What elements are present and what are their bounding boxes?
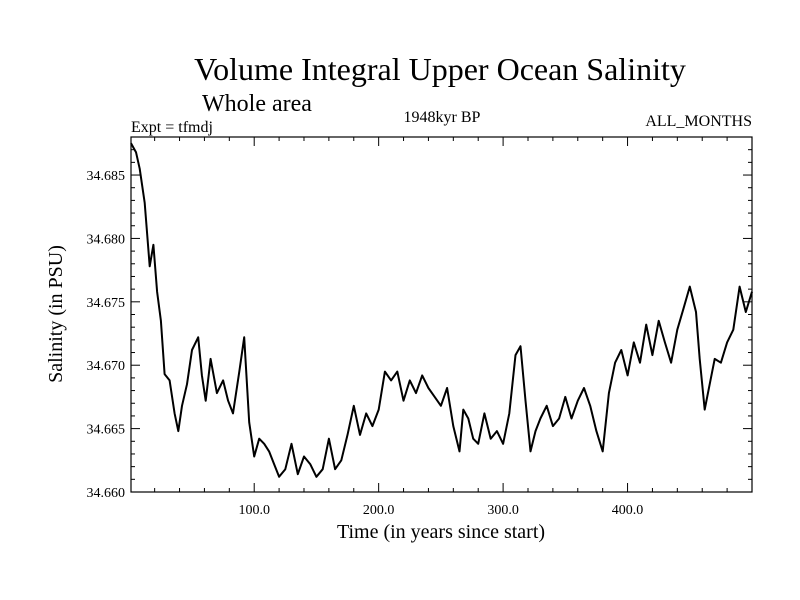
plot-frame xyxy=(130,136,753,493)
y-tick-label: 34.670 xyxy=(87,359,126,374)
y-axis-label: Salinity (in PSU) xyxy=(45,245,67,383)
y-tick-label: 34.660 xyxy=(87,486,126,501)
y-tick-label: 34.685 xyxy=(87,169,126,184)
x-tick-label: 100.0 xyxy=(238,503,270,518)
x-tick-label: 200.0 xyxy=(363,503,395,518)
y-tick-label: 34.680 xyxy=(87,232,126,247)
x-axis-label: Time (in years since start) xyxy=(337,521,545,543)
chart-subtitle: Whole area xyxy=(202,91,312,117)
y-tick-label: 34.675 xyxy=(87,296,126,311)
series-layer xyxy=(130,142,753,478)
y-tick-label: 34.665 xyxy=(87,423,126,438)
axis-ticks: 34.660 34.665 34.670 34.675 34.680 34.685 100.… xyxy=(87,137,752,518)
experiment-label: Expt = tfmdj xyxy=(131,119,213,136)
series-line-salinity xyxy=(130,142,753,478)
months-label: ALL_MONTHS xyxy=(645,113,752,130)
x-tick-label: 400.0 xyxy=(612,503,644,518)
x-tick-label: 300.0 xyxy=(487,503,519,518)
chart-title: Volume Integral Upper Ocean Salinity xyxy=(194,51,686,87)
period-label: 1948kyr BP xyxy=(404,109,481,126)
